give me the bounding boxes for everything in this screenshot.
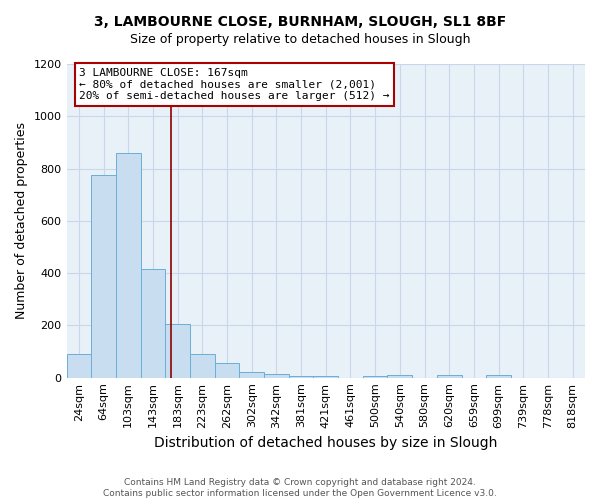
Bar [388,374,412,378]
Bar [165,324,190,378]
Bar [116,153,140,378]
Bar [215,364,239,378]
Bar [264,374,289,378]
Bar [363,376,388,378]
X-axis label: Distribution of detached houses by size in Slough: Distribution of detached houses by size … [154,436,497,450]
Text: 3 LAMBOURNE CLOSE: 167sqm
← 80% of detached houses are smaller (2,001)
20% of se: 3 LAMBOURNE CLOSE: 167sqm ← 80% of detac… [79,68,390,101]
Text: Contains HM Land Registry data © Crown copyright and database right 2024.
Contai: Contains HM Land Registry data © Crown c… [103,478,497,498]
Bar [91,175,116,378]
Bar [486,374,511,378]
Text: Size of property relative to detached houses in Slough: Size of property relative to detached ho… [130,32,470,46]
Bar [67,354,91,378]
Bar [313,376,338,378]
Bar [140,269,165,378]
Y-axis label: Number of detached properties: Number of detached properties [15,122,28,320]
Bar [437,374,461,378]
Bar [239,372,264,378]
Bar [289,376,313,378]
Text: 3, LAMBOURNE CLOSE, BURNHAM, SLOUGH, SL1 8BF: 3, LAMBOURNE CLOSE, BURNHAM, SLOUGH, SL1… [94,15,506,29]
Bar [190,354,215,378]
